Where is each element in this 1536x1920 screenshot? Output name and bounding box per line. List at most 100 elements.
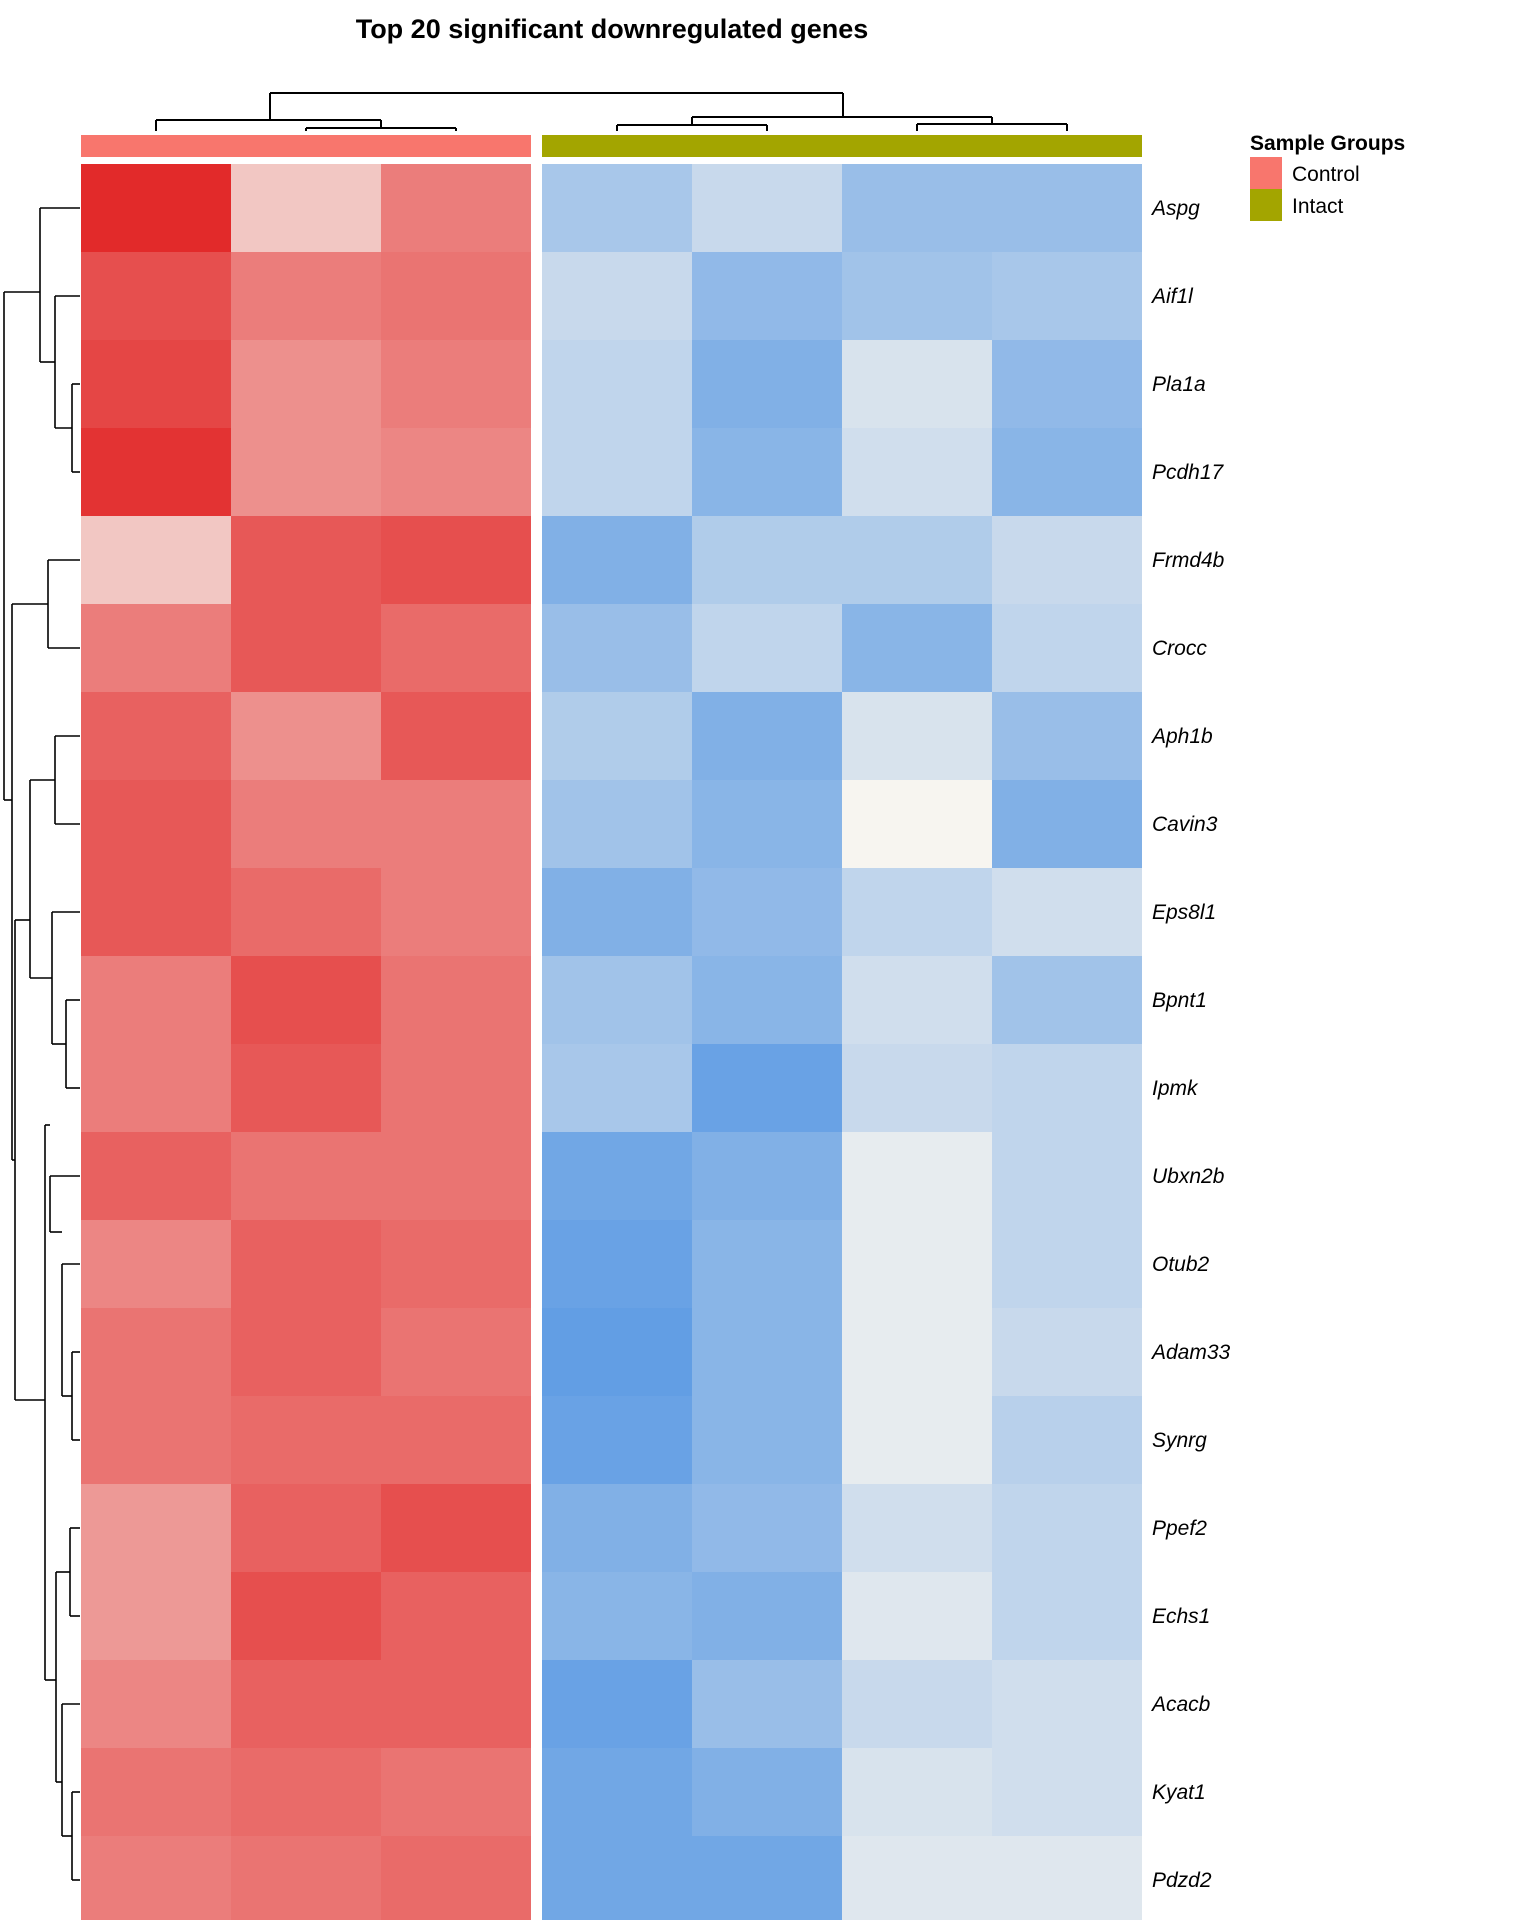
heatmap-cell-Pdzd2-3 <box>381 1836 531 1920</box>
heatmap-cell-Ipmk-4 <box>542 1044 692 1132</box>
heatmap-cell-Pdzd2-4 <box>542 1836 692 1920</box>
heatmap-cell-Adam33-3 <box>381 1308 531 1396</box>
gene-label: Synrg <box>1152 1429 1207 1452</box>
heatmap-cell-Kyat1-4 <box>542 1748 692 1836</box>
heatmap-cell-Synrg-2 <box>231 1396 381 1484</box>
heatmap-cell-Ubxn2b-4 <box>542 1132 692 1220</box>
heatmap-cell-Aph1b-3 <box>381 692 531 780</box>
heatmap-cell-Kyat1-6 <box>842 1748 992 1836</box>
heatmap-cell-Ipmk-2 <box>231 1044 381 1132</box>
heatmap-cells <box>81 164 1142 1920</box>
heatmap-cell-Aph1b-6 <box>842 692 992 780</box>
heatmap-cell-Echs1-6 <box>842 1572 992 1660</box>
gene-label: Eps8l1 <box>1152 901 1216 924</box>
heatmap-cell-Frmd4b-1 <box>81 516 231 604</box>
heatmap-cell-Echs1-5 <box>692 1572 842 1660</box>
chart-title: Top 20 significant downregulated genes <box>356 14 869 44</box>
heatmap-cell-Pcdh17-7 <box>992 428 1142 516</box>
heatmap-cell-Eps8l1-6 <box>842 868 992 956</box>
heatmap-cell-Bpnt1-3 <box>381 956 531 1044</box>
heatmap-cell-Synrg-4 <box>542 1396 692 1484</box>
heatmap-cell-Aif1l-7 <box>992 252 1142 340</box>
heatmap-cell-Pcdh17-1 <box>81 428 231 516</box>
heatmap-cell-Frmd4b-5 <box>692 516 842 604</box>
heatmap-cell-Acacb-4 <box>542 1660 692 1748</box>
heatmap-cell-Aph1b-5 <box>692 692 842 780</box>
heatmap-cell-Otub2-1 <box>81 1220 231 1308</box>
heatmap-cell-Pdzd2-7 <box>992 1836 1142 1920</box>
heatmap-cell-Crocc-4 <box>542 604 692 692</box>
heatmap-cell-Bpnt1-1 <box>81 956 231 1044</box>
legend-label-control: Control <box>1292 163 1360 186</box>
sample-group-annotation <box>81 135 1142 157</box>
heatmap-cell-Pla1a-3 <box>381 340 531 428</box>
heatmap-cell-Adam33-4 <box>542 1308 692 1396</box>
heatmap-cell-Aspg-2 <box>231 164 381 252</box>
gene-label: Pla1a <box>1152 373 1206 396</box>
heatmap-cell-Ipmk-3 <box>381 1044 531 1132</box>
heatmap-cell-Ipmk-1 <box>81 1044 231 1132</box>
heatmap-cell-Ubxn2b-3 <box>381 1132 531 1220</box>
heatmap-cell-Aph1b-4 <box>542 692 692 780</box>
gene-label: Bpnt1 <box>1152 989 1207 1012</box>
heatmap-cell-Otub2-6 <box>842 1220 992 1308</box>
heatmap-cell-Acacb-6 <box>842 1660 992 1748</box>
heatmap-cell-Echs1-3 <box>381 1572 531 1660</box>
heatmap-cell-Aspg-7 <box>992 164 1142 252</box>
heatmap-cell-Aph1b-7 <box>992 692 1142 780</box>
heatmap-cell-Cavin3-1 <box>81 780 231 868</box>
gene-label: Ubxn2b <box>1152 1165 1225 1188</box>
heatmap-cell-Kyat1-3 <box>381 1748 531 1836</box>
heatmap-cell-Aspg-6 <box>842 164 992 252</box>
heatmap-cell-Crocc-3 <box>381 604 531 692</box>
heatmap-cell-Pdzd2-2 <box>231 1836 381 1920</box>
heatmap-cell-Ppef2-5 <box>692 1484 842 1572</box>
gene-label: Ipmk <box>1152 1077 1199 1100</box>
heatmap-cell-Bpnt1-5 <box>692 956 842 1044</box>
heatmap-cell-Aspg-4 <box>542 164 692 252</box>
heatmap-cell-Synrg-1 <box>81 1396 231 1484</box>
heatmap-cell-Ipmk-7 <box>992 1044 1142 1132</box>
heatmap-cell-Ppef2-2 <box>231 1484 381 1572</box>
heatmap-cell-Eps8l1-3 <box>381 868 531 956</box>
heatmap-cell-Kyat1-5 <box>692 1748 842 1836</box>
heatmap-cell-Cavin3-7 <box>992 780 1142 868</box>
heatmap-cell-Frmd4b-2 <box>231 516 381 604</box>
gene-label: Pdzd2 <box>1152 1869 1212 1892</box>
heatmap-cell-Pcdh17-2 <box>231 428 381 516</box>
gene-label: Kyat1 <box>1152 1781 1206 1804</box>
heatmap-cell-Otub2-2 <box>231 1220 381 1308</box>
heatmap-cell-Kyat1-7 <box>992 1748 1142 1836</box>
heatmap-cell-Eps8l1-2 <box>231 868 381 956</box>
heatmap-cell-Eps8l1-7 <box>992 868 1142 956</box>
gene-label: Crocc <box>1152 637 1207 660</box>
heatmap-cell-Echs1-1 <box>81 1572 231 1660</box>
heatmap-cell-Crocc-2 <box>231 604 381 692</box>
heatmap-cell-Synrg-6 <box>842 1396 992 1484</box>
legend: Sample Groups Control Intact <box>1250 132 1405 221</box>
heatmap-cell-Adam33-6 <box>842 1308 992 1396</box>
heatmap-cell-Adam33-5 <box>692 1308 842 1396</box>
heatmap-cell-Pla1a-6 <box>842 340 992 428</box>
row-dendrogram <box>3 207 80 1881</box>
heatmap-cell-Acacb-1 <box>81 1660 231 1748</box>
heatmap-cell-Aif1l-5 <box>692 252 842 340</box>
gene-label: Otub2 <box>1152 1253 1210 1276</box>
heatmap-cell-Acacb-2 <box>231 1660 381 1748</box>
gene-label: Aspg <box>1150 197 1200 220</box>
annotation-bar-control <box>81 135 531 157</box>
heatmap-cell-Frmd4b-6 <box>842 516 992 604</box>
heatmap-cell-Pla1a-1 <box>81 340 231 428</box>
heatmap-cell-Frmd4b-7 <box>992 516 1142 604</box>
heatmap-cell-Adam33-2 <box>231 1308 381 1396</box>
heatmap-cell-Ppef2-3 <box>381 1484 531 1572</box>
heatmap-cell-Aph1b-2 <box>231 692 381 780</box>
heatmap-cell-Ipmk-5 <box>692 1044 842 1132</box>
heatmap-cell-Synrg-3 <box>381 1396 531 1484</box>
heatmap-cell-Frmd4b-4 <box>542 516 692 604</box>
annotation-bar-intact <box>542 135 1142 157</box>
heatmap-cell-Ppef2-7 <box>992 1484 1142 1572</box>
heatmap-cell-Ubxn2b-1 <box>81 1132 231 1220</box>
gene-label: Adam33 <box>1150 1341 1231 1364</box>
